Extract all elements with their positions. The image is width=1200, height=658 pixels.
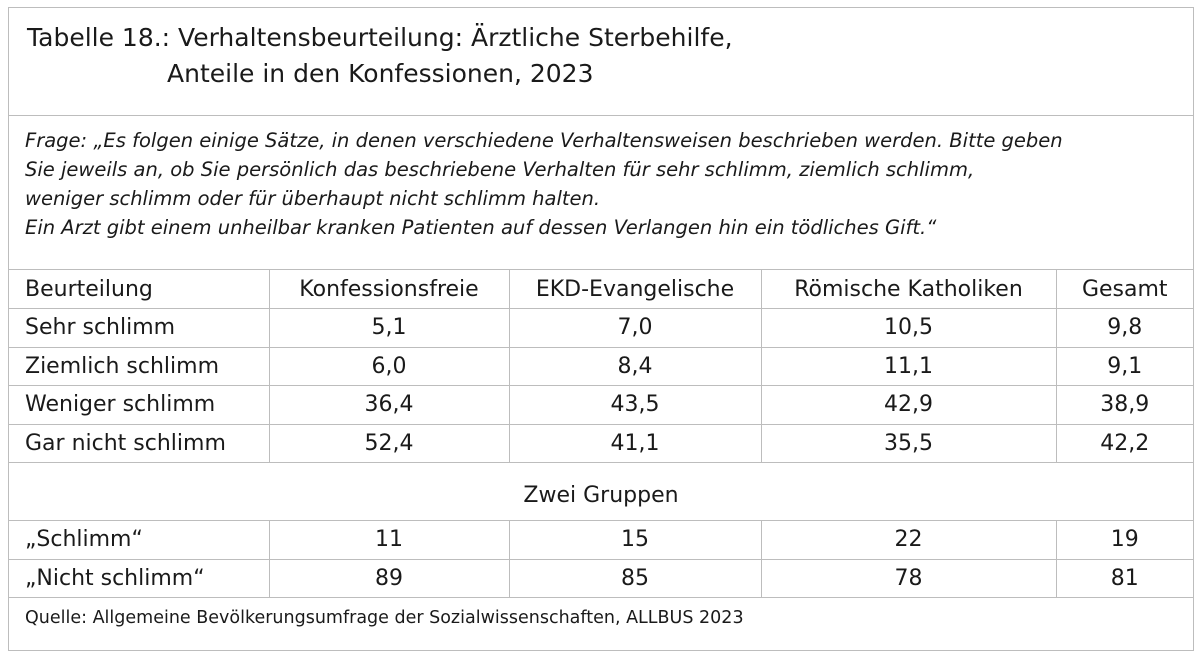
- table-cell: 52,4: [269, 424, 510, 463]
- table-cell: 10,5: [761, 308, 1057, 348]
- table-cell: 15: [509, 520, 762, 560]
- table-row: Sehr schlimm 5,1 7,0 10,5 9,8: [9, 308, 1193, 348]
- table-cell: 36,4: [269, 385, 510, 425]
- table-row: Ziemlich schlimm 6,0 8,4 11,1 9,1: [9, 347, 1193, 386]
- header-gesamt: Gesamt: [1056, 270, 1193, 309]
- question-text: Frage: „Es folgen einige Sätze, in denen…: [9, 116, 1193, 270]
- table-title: Tabelle 18.: Verhaltensbeurteilung: Ärzt…: [9, 8, 1193, 116]
- table-cell: 11: [269, 520, 510, 560]
- table-cell: 41,1: [509, 424, 762, 463]
- table-cell: 8,4: [509, 347, 762, 386]
- table-row: Gar nicht schlimm 52,4 41,1 35,5 42,2: [9, 424, 1193, 463]
- row-label: Weniger schlimm: [9, 385, 270, 425]
- title-line-2: Anteile in den Konfessionen, 2023: [167, 59, 594, 88]
- row-label: „Nicht schlimm“: [9, 559, 270, 598]
- table-cell: 81: [1056, 559, 1193, 598]
- header-row: Beurteilung Konfessionsfreie EKD-Evangel…: [9, 270, 1193, 309]
- question-line: Sie jeweils an, ob Sie persönlich das be…: [25, 158, 975, 181]
- table-cell: 42,2: [1056, 424, 1193, 463]
- table-cell: 42,9: [761, 385, 1057, 425]
- table-cell: 22: [761, 520, 1057, 560]
- table-frame: Tabelle 18.: Verhaltensbeurteilung: Ärzt…: [8, 7, 1194, 651]
- group-heading-row: Zwei Gruppen: [9, 462, 1193, 521]
- table-cell: 43,5: [509, 385, 762, 425]
- data-table: Beurteilung Konfessionsfreie EKD-Evangel…: [9, 270, 1193, 598]
- table-cell: 35,5: [761, 424, 1057, 463]
- title-line-1: Tabelle 18.: Verhaltensbeurteilung: Ärzt…: [27, 23, 733, 52]
- table-row: „Schlimm“ 11 15 22 19: [9, 520, 1193, 560]
- table-cell: 6,0: [269, 347, 510, 386]
- table-cell: 5,1: [269, 308, 510, 348]
- row-label: Ziemlich schlimm: [9, 347, 270, 386]
- table-row: Weniger schlimm 36,4 43,5 42,9 38,9: [9, 385, 1193, 425]
- table-cell: 38,9: [1056, 385, 1193, 425]
- table-row: „Nicht schlimm“ 89 85 78 81: [9, 559, 1193, 598]
- table-cell: 11,1: [761, 347, 1057, 386]
- row-label: Gar nicht schlimm: [9, 424, 270, 463]
- header-konfessionsfreie: Konfessionsfreie: [269, 270, 510, 309]
- table-cell: 9,8: [1056, 308, 1193, 348]
- question-line: weniger schlimm oder für überhaupt nicht…: [25, 187, 601, 210]
- row-label: „Schlimm“: [9, 520, 270, 560]
- question-line: Ein Arzt gibt einem unheilbar kranken Pa…: [25, 216, 937, 239]
- table-cell: 78: [761, 559, 1057, 598]
- header-roemische-katholiken: Römische Katholiken: [761, 270, 1057, 309]
- row-label: Sehr schlimm: [9, 308, 270, 348]
- table-cell: 9,1: [1056, 347, 1193, 386]
- header-beurteilung: Beurteilung: [9, 270, 270, 309]
- table-cell: 85: [509, 559, 762, 598]
- group-heading: Zwei Gruppen: [9, 462, 1193, 521]
- header-ekd-evangelische: EKD-Evangelische: [509, 270, 762, 309]
- question-line: Frage: „Es folgen einige Sätze, in denen…: [25, 129, 1063, 152]
- table-cell: 89: [269, 559, 510, 598]
- source-note: Quelle: Allgemeine Bevölkerungsumfrage d…: [25, 608, 744, 628]
- table-cell: 7,0: [509, 308, 762, 348]
- table-cell: 19: [1056, 520, 1193, 560]
